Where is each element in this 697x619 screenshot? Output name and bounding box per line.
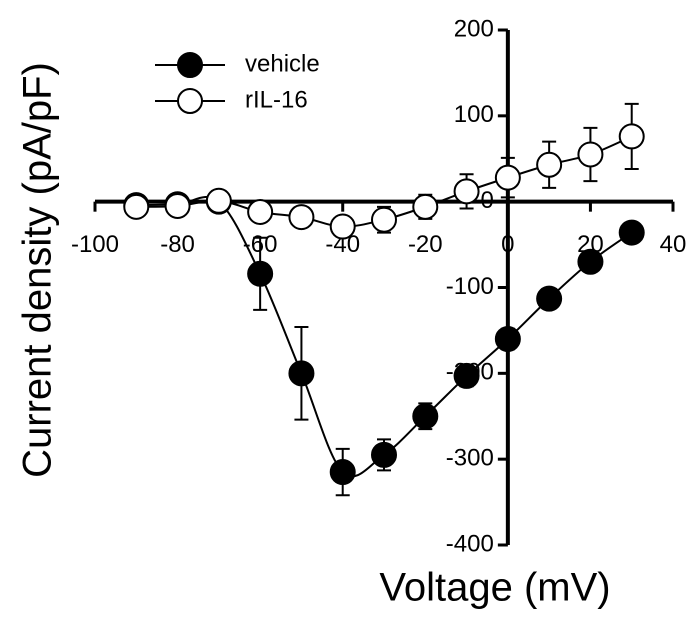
y-tick-label: -300 bbox=[446, 445, 494, 472]
data-point bbox=[536, 285, 563, 312]
y-tick-label: 0 bbox=[480, 187, 493, 214]
data-point bbox=[494, 326, 521, 352]
y-tick-label: 200 bbox=[454, 15, 494, 42]
legend-label: rIL-16 bbox=[245, 86, 308, 113]
data-point bbox=[618, 219, 645, 246]
data-point bbox=[453, 178, 480, 205]
y-tick-label: 100 bbox=[454, 101, 494, 128]
x-tick-label: -20 bbox=[408, 231, 443, 258]
data-point bbox=[577, 248, 604, 275]
data-point bbox=[618, 123, 645, 150]
legend-label: vehicle bbox=[245, 50, 320, 77]
x-tick-label: -80 bbox=[160, 231, 195, 258]
data-point bbox=[371, 441, 397, 468]
x-tick-label: -100 bbox=[71, 231, 119, 258]
data-point bbox=[205, 187, 232, 214]
data-point bbox=[123, 193, 150, 220]
data-point bbox=[329, 459, 356, 486]
y-axis-title: Current density (pA/pF) bbox=[16, 62, 60, 478]
data-point bbox=[412, 193, 439, 220]
x-tick-label: 0 bbox=[501, 231, 514, 258]
data-point bbox=[453, 362, 480, 389]
x-tick-label: 40 bbox=[660, 231, 687, 258]
series-line bbox=[136, 196, 633, 478]
legend-marker bbox=[177, 88, 203, 114]
y-tick-label: -100 bbox=[446, 273, 494, 300]
data-point bbox=[536, 151, 563, 178]
data-point bbox=[288, 360, 315, 387]
legend-marker bbox=[177, 52, 203, 78]
data-point bbox=[164, 192, 191, 219]
data-point bbox=[288, 204, 315, 231]
y-tick-label: -400 bbox=[446, 530, 494, 557]
data-point bbox=[412, 403, 439, 430]
data-point bbox=[247, 198, 274, 225]
data-point bbox=[371, 206, 397, 233]
data-point bbox=[494, 164, 521, 191]
x-axis-title: Voltage (mV) bbox=[379, 566, 610, 610]
data-point bbox=[247, 260, 274, 287]
data-point bbox=[329, 213, 356, 240]
data-point bbox=[577, 141, 604, 168]
